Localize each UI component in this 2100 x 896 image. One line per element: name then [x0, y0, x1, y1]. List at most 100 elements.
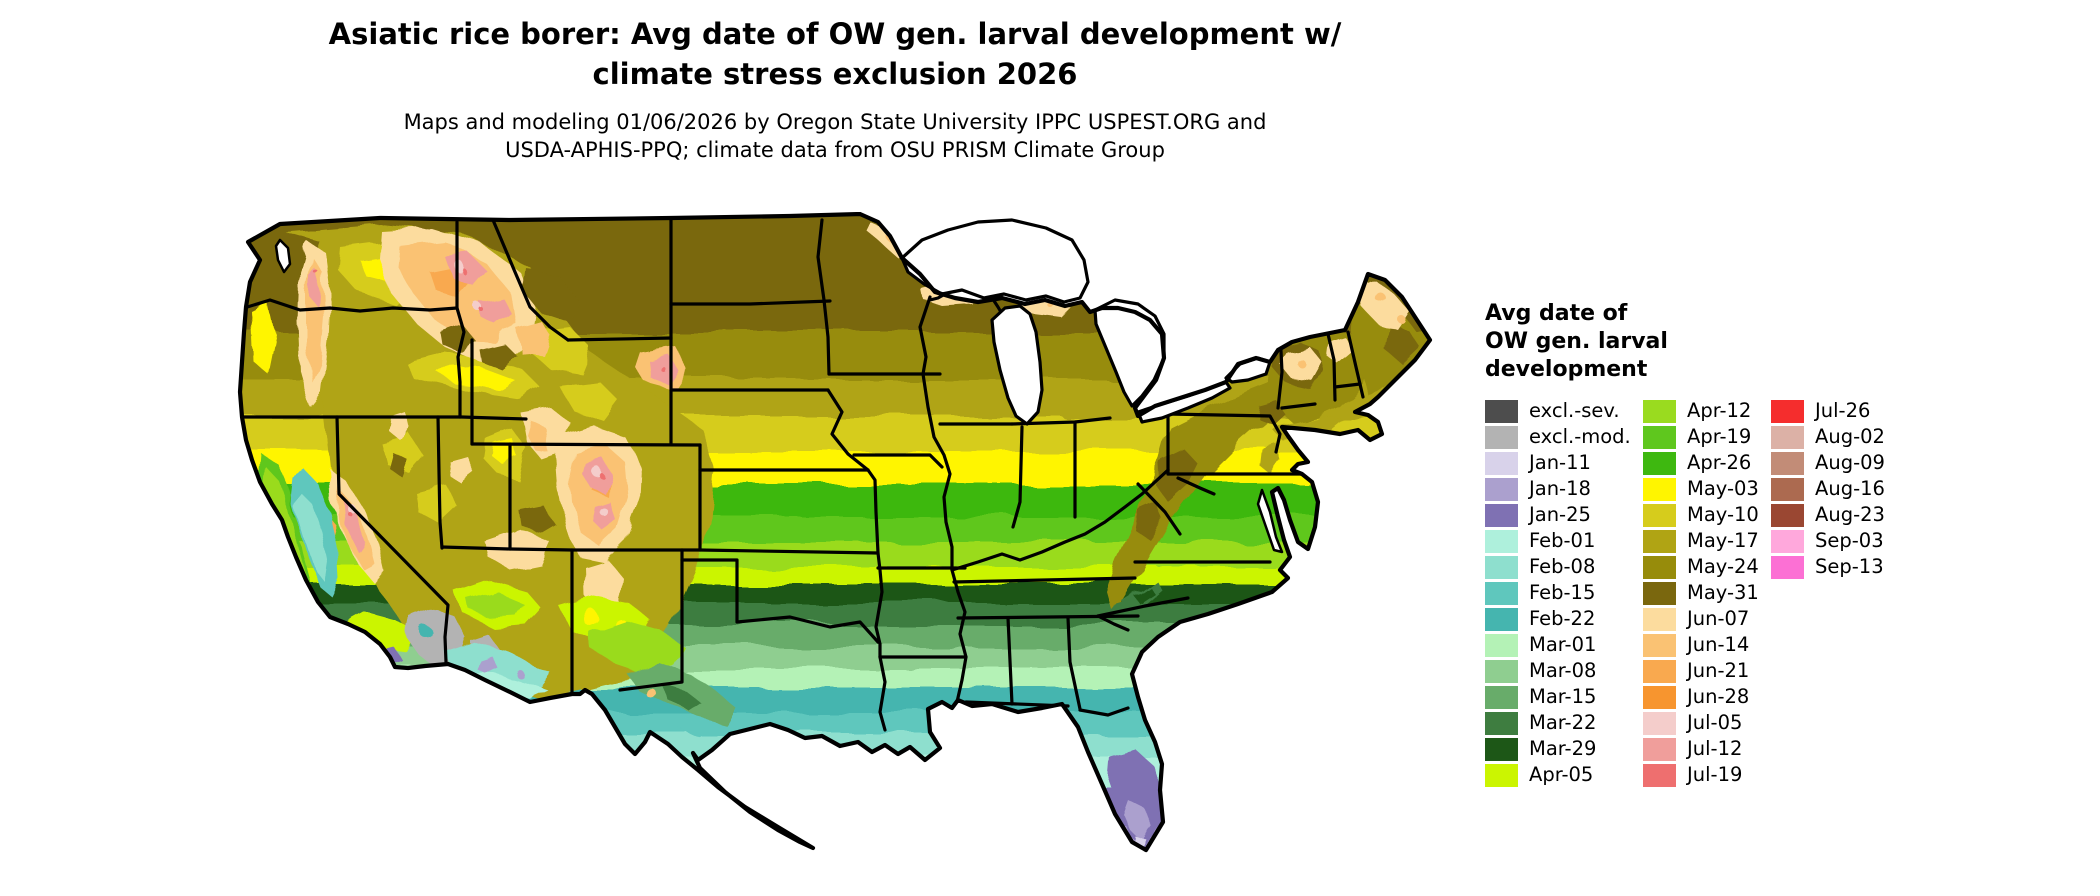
legend-label: Jun-07 — [1687, 607, 1750, 630]
legend-swatch — [1643, 711, 1676, 735]
legend-swatch — [1771, 425, 1804, 449]
legend-swatch — [1771, 451, 1804, 475]
legend-entry: Feb-15 — [1485, 580, 1643, 606]
legend-swatch — [1643, 763, 1676, 787]
legend-swatch — [1485, 581, 1518, 605]
legend-entry: Mar-22 — [1485, 710, 1643, 736]
legend-column-1: excl.-sev. excl.-mod. Jan-11 Jan-18 Jan-25 Fe… — [1485, 398, 1643, 788]
legend-entry: Jan-18 — [1485, 476, 1643, 502]
legend-title-line2: OW gen. larval — [1485, 329, 1668, 354]
map-title-line1: Asiatic rice borer: Avg date of OW gen. … — [328, 17, 1342, 51]
northeast-terrain — [1105, 280, 1425, 614]
legend-swatch — [1643, 685, 1676, 709]
legend-title-line1: Avg date of — [1485, 301, 1628, 326]
legend-swatch — [1643, 633, 1676, 657]
legend-label: Mar-29 — [1529, 737, 1597, 760]
legend-swatch — [1643, 555, 1676, 579]
legend-entry: Jul-19 — [1643, 762, 1771, 788]
state-borders — [240, 216, 1365, 732]
legend-swatch — [1771, 477, 1804, 501]
map-title: Asiatic rice borer: Avg date of OW gen. … — [0, 14, 1670, 94]
legend-entry: Jul-26 — [1771, 398, 1911, 424]
legend-swatch — [1771, 555, 1804, 579]
us-choropleth-map — [230, 211, 1460, 892]
legend-entry: May-31 — [1643, 580, 1771, 606]
map-title-line2: climate stress exclusion 2026 — [592, 57, 1078, 91]
legend-entry: Feb-08 — [1485, 554, 1643, 580]
legend-swatch — [1643, 399, 1676, 423]
map-legend: Avg date of OW gen. larval development e… — [1485, 300, 1915, 788]
legend-label: Jul-05 — [1687, 711, 1743, 734]
legend-swatch — [1771, 529, 1804, 553]
legend-entry: Mar-29 — [1485, 736, 1643, 762]
legend-swatch — [1643, 607, 1676, 631]
legend-label: Mar-22 — [1529, 711, 1597, 734]
legend-entry: Apr-12 — [1643, 398, 1771, 424]
legend-column-2: Apr-12 Apr-19 Apr-26 May-03 May-10 May-17 May-… — [1643, 398, 1771, 788]
legend-label: May-31 — [1687, 581, 1759, 604]
legend-swatch — [1643, 425, 1676, 449]
legend-swatch — [1643, 451, 1676, 475]
legend-entry: excl.-mod. — [1485, 424, 1643, 450]
legend-swatch — [1771, 399, 1804, 423]
legend-label: Jan-25 — [1529, 503, 1591, 526]
legend-swatch — [1485, 763, 1518, 787]
legend-swatch — [1485, 633, 1518, 657]
legend-swatch — [1643, 529, 1676, 553]
map-header: Asiatic rice borer: Avg date of OW gen. … — [0, 14, 1670, 164]
legend-entry: Apr-19 — [1643, 424, 1771, 450]
legend-label: Aug-09 — [1815, 451, 1885, 474]
legend-label: Apr-05 — [1529, 763, 1594, 786]
legend-label: Jun-21 — [1687, 659, 1750, 682]
legend-entry: Mar-01 — [1485, 632, 1643, 658]
legend-entry: Aug-02 — [1771, 424, 1911, 450]
legend-swatch — [1643, 503, 1676, 527]
legend-label: Jan-18 — [1529, 477, 1591, 500]
legend-label: Apr-26 — [1687, 451, 1752, 474]
legend-entry: May-17 — [1643, 528, 1771, 554]
legend-entry: Feb-22 — [1485, 606, 1643, 632]
legend-label: May-03 — [1687, 477, 1759, 500]
legend-entry: May-10 — [1643, 502, 1771, 528]
legend-entry: Jan-11 — [1485, 450, 1643, 476]
legend-entry: Sep-03 — [1771, 528, 1911, 554]
legend-entry: Jun-14 — [1643, 632, 1771, 658]
map-subtitle-line2: USDA-APHIS-PPQ; climate data from OSU PR… — [505, 138, 1165, 162]
us-outline — [237, 211, 1433, 853]
legend-entry: Jul-05 — [1643, 710, 1771, 736]
legend-entry: Jun-07 — [1643, 606, 1771, 632]
legend-label: Aug-02 — [1815, 425, 1885, 448]
legend-label: Apr-19 — [1687, 425, 1752, 448]
legend-entry: Aug-09 — [1771, 450, 1911, 476]
map-subtitle-line1: Maps and modeling 01/06/2026 by Oregon S… — [403, 110, 1267, 134]
legend-label: Jul-19 — [1687, 763, 1743, 786]
legend-entry: Apr-05 — [1485, 762, 1643, 788]
legend-swatch — [1485, 503, 1518, 527]
legend-entry: Jan-25 — [1485, 502, 1643, 528]
legend-title-line3: development — [1485, 357, 1648, 382]
legend-entry: Aug-23 — [1771, 502, 1911, 528]
legend-swatch — [1485, 737, 1518, 761]
legend-swatch — [1485, 477, 1518, 501]
legend-label: Jul-12 — [1687, 737, 1743, 760]
florida-overlay — [1108, 750, 1160, 849]
legend-swatch — [1643, 477, 1676, 501]
legend-column-3: Jul-26 Aug-02 Aug-09 Aug-16 Aug-23 Sep-03 Sep-… — [1771, 398, 1911, 788]
legend-label: May-24 — [1687, 555, 1759, 578]
legend-label: Mar-08 — [1529, 659, 1597, 682]
legend-entry: Jul-12 — [1643, 736, 1771, 762]
legend-entry: Jun-21 — [1643, 658, 1771, 684]
legend-entry: excl.-sev. — [1485, 398, 1643, 424]
legend-entry: May-24 — [1643, 554, 1771, 580]
map-fill — [240, 214, 1430, 850]
legend-swatch — [1643, 737, 1676, 761]
legend-entry: Sep-13 — [1771, 554, 1911, 580]
legend-label: Feb-15 — [1529, 581, 1596, 604]
legend-swatch — [1485, 607, 1518, 631]
legend-entry: Jun-28 — [1643, 684, 1771, 710]
legend-label: Mar-15 — [1529, 685, 1597, 708]
legend-label: Feb-01 — [1529, 529, 1596, 552]
legend-label: Jul-26 — [1815, 399, 1871, 422]
legend-swatch — [1485, 711, 1518, 735]
